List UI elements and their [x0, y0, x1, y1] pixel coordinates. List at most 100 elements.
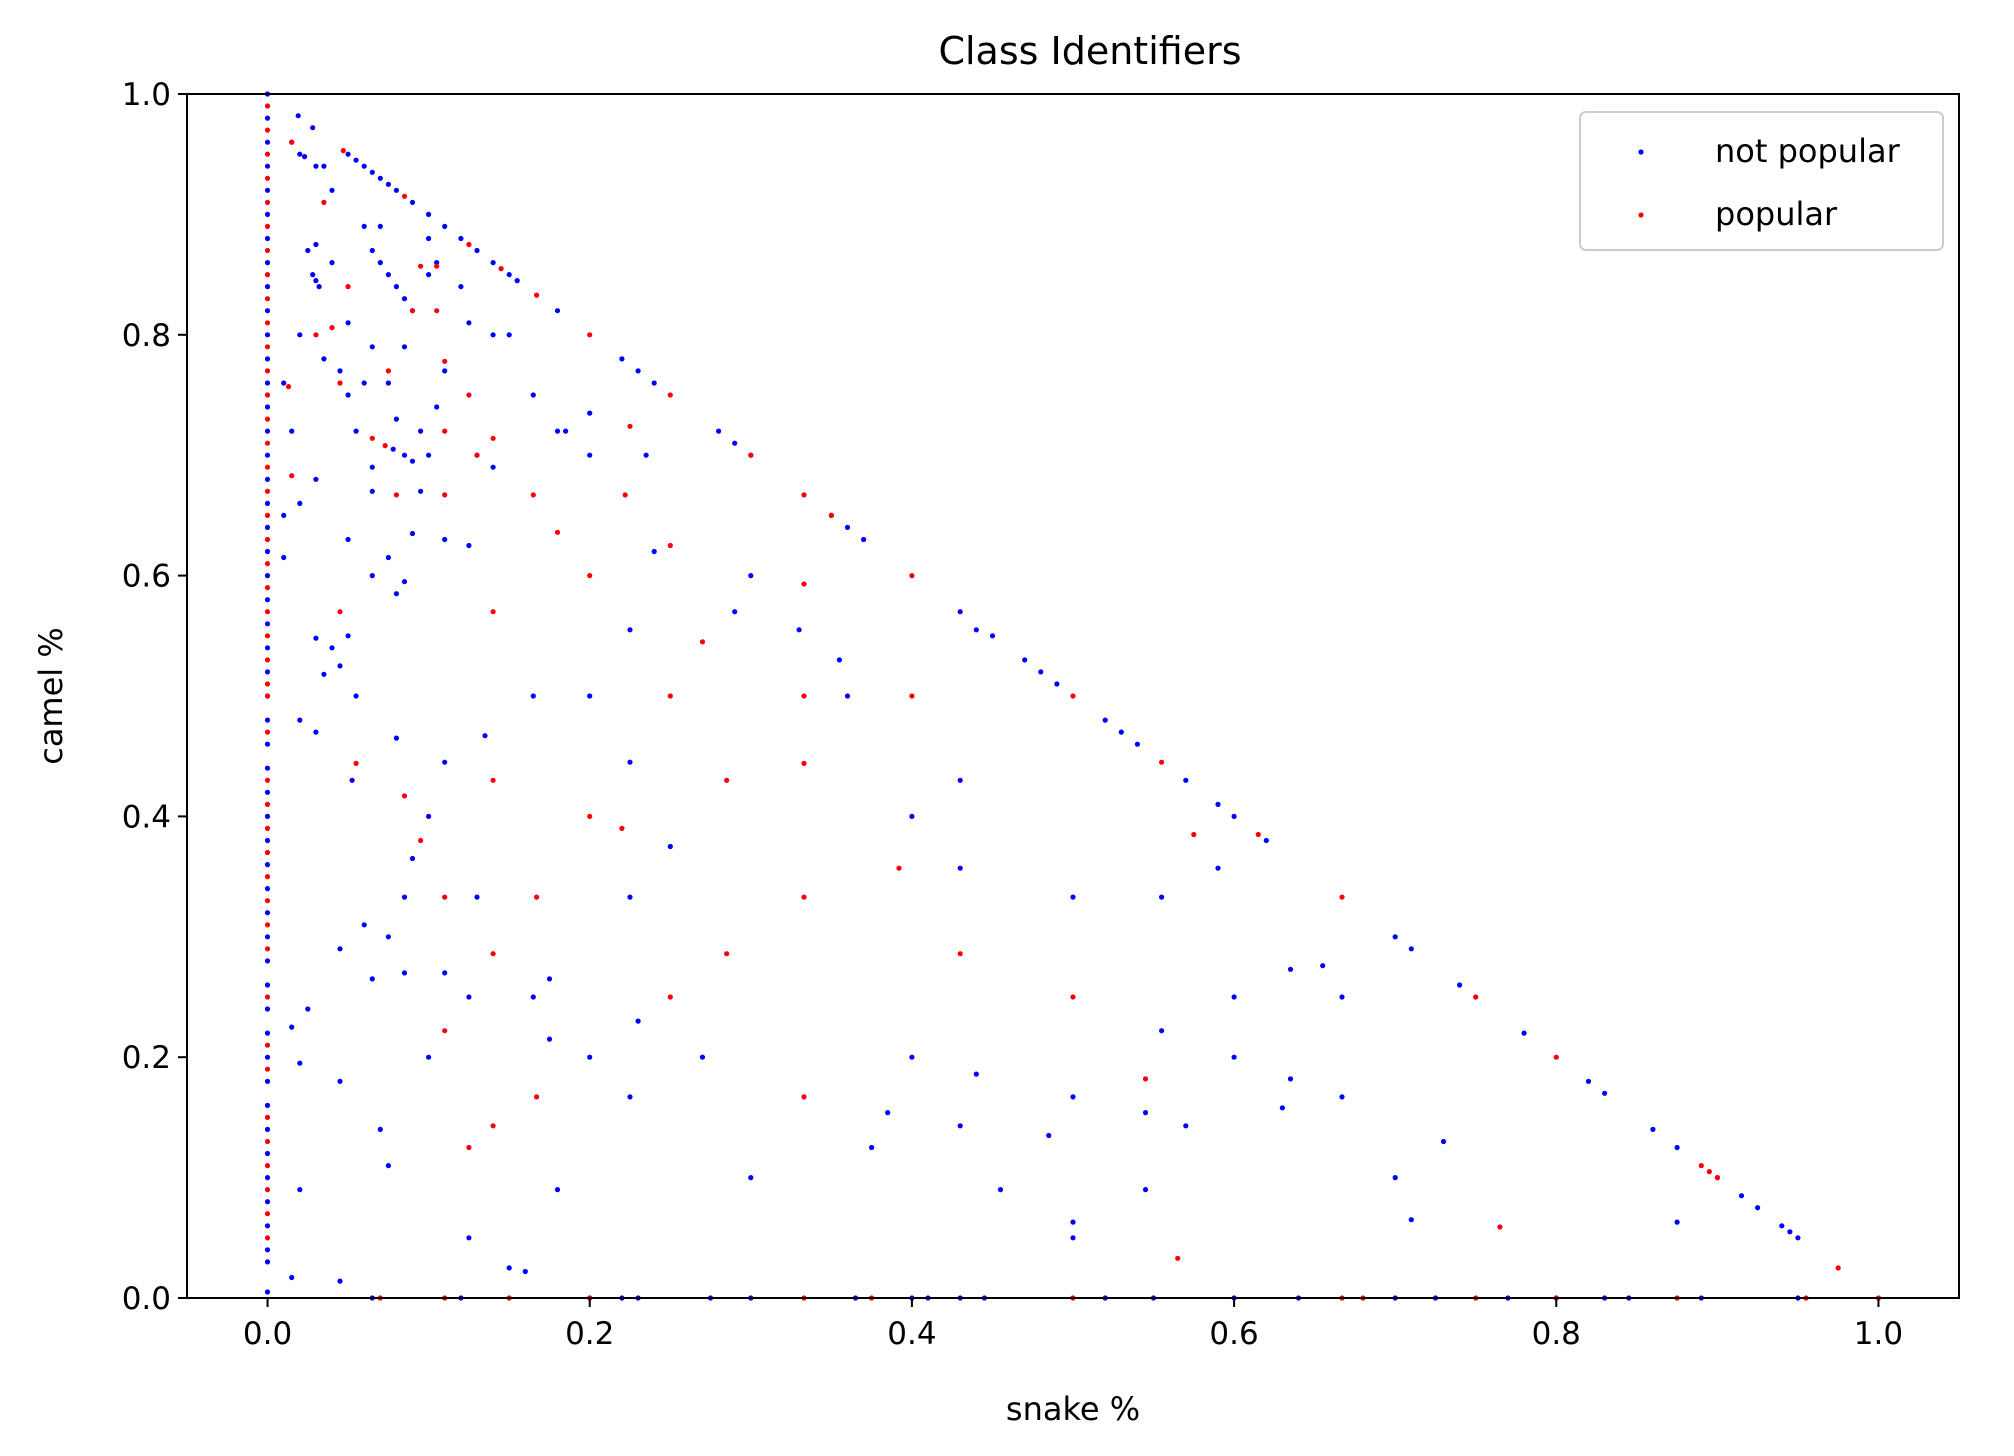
scatter-point — [498, 266, 504, 272]
scatter-point — [361, 922, 367, 928]
scatter-point — [401, 296, 408, 302]
scatter-point — [554, 308, 561, 314]
scatter-point — [369, 169, 375, 175]
scatter-point — [337, 1278, 343, 1284]
scatter-point — [534, 894, 540, 900]
scatter-point — [264, 693, 271, 699]
scatter-point — [909, 813, 915, 820]
scatter-point — [801, 693, 807, 699]
scatter-point — [1142, 1187, 1149, 1193]
scatter-point — [1755, 1205, 1761, 1211]
scatter-point — [1473, 994, 1479, 1000]
scatter-point — [530, 492, 536, 498]
scatter-point — [345, 633, 351, 639]
scatter-point — [844, 524, 851, 531]
scatter-point — [466, 1144, 472, 1151]
scatter-point — [401, 894, 408, 900]
scatter-point — [587, 332, 593, 338]
scatter-point — [264, 573, 271, 579]
legend-marker-popular — [1638, 212, 1644, 218]
scatter-point — [635, 1018, 641, 1024]
scatter-point — [534, 292, 540, 298]
scatter-point — [264, 801, 271, 808]
scatter-point — [264, 223, 271, 229]
scatter-point — [844, 693, 851, 699]
scatter-point — [264, 1175, 271, 1181]
scatter-point — [264, 404, 271, 410]
scatter-point — [748, 1175, 754, 1181]
scatter-point — [635, 368, 641, 374]
legend-label-popular: popular — [1715, 195, 1838, 233]
scatter-point — [1102, 717, 1108, 723]
scatter-point — [264, 151, 271, 157]
scatter-point — [1408, 946, 1414, 952]
scatter-point — [264, 247, 271, 254]
y-tick-label: 0.0 — [122, 1281, 171, 1317]
scatter-point — [264, 272, 271, 278]
scatter-point — [490, 951, 496, 957]
scatter-point — [563, 428, 569, 434]
scatter-point — [1046, 1132, 1052, 1139]
scatter-point — [554, 529, 561, 535]
scatter-point — [801, 1094, 807, 1100]
scatter-point — [264, 1078, 271, 1084]
scatter-point — [313, 729, 319, 735]
scatter-point — [302, 154, 308, 160]
scatter-point — [264, 380, 271, 386]
scatter-point — [732, 440, 738, 446]
scatter-point — [1674, 1219, 1680, 1225]
scatter-point — [295, 113, 301, 119]
scatter-point — [264, 898, 271, 904]
scatter-point — [297, 1060, 303, 1066]
scatter-point — [264, 994, 271, 1000]
scatter-point — [442, 894, 448, 900]
scatter-point — [699, 1054, 706, 1060]
scatter-point — [337, 380, 343, 386]
scatter-point — [313, 332, 319, 338]
x-tick-label: 0.6 — [1209, 1316, 1258, 1352]
scatter-point — [264, 609, 271, 615]
scatter-point — [264, 308, 271, 314]
scatter-point — [490, 435, 496, 441]
scatter-point — [836, 657, 843, 663]
scatter-point — [957, 865, 963, 871]
scatter-point — [1339, 994, 1345, 1000]
scatter-point — [382, 443, 388, 449]
legend-label-not-popular: not popular — [1715, 132, 1901, 170]
scatter-point — [321, 199, 327, 205]
scatter-point — [385, 272, 391, 278]
scatter-point — [393, 416, 399, 422]
scatter-point — [1070, 1235, 1076, 1241]
scatter-point — [289, 428, 295, 434]
scatter-point — [732, 609, 738, 615]
scatter-point — [474, 452, 480, 458]
scatter-point — [264, 777, 271, 783]
scatter-point — [909, 1054, 915, 1060]
scatter-point — [337, 1078, 343, 1084]
scatter-point — [345, 284, 351, 290]
scatter-point — [305, 1006, 311, 1012]
scatter-point — [466, 542, 472, 549]
y-tick-label: 0.6 — [122, 559, 171, 595]
scatter-point — [385, 368, 391, 374]
scatter-point — [361, 380, 367, 386]
scatter-point — [264, 1247, 271, 1253]
scatter-point — [490, 1123, 496, 1129]
scatter-point — [1698, 1163, 1704, 1169]
scatter-point — [1320, 963, 1326, 969]
scatter-point — [281, 380, 287, 386]
scatter-point — [1835, 1265, 1841, 1271]
scatter-point — [337, 946, 343, 952]
scatter-point — [264, 934, 271, 940]
scatter-point — [546, 1036, 553, 1042]
scatter-point — [506, 1265, 512, 1271]
scatter-point — [264, 1030, 271, 1036]
scatter-point — [554, 1187, 561, 1193]
scatter-point — [297, 500, 303, 506]
scatter-point — [1183, 1123, 1189, 1129]
scatter-point — [1175, 1255, 1181, 1261]
scatter-point — [530, 693, 536, 699]
scatter-point — [264, 320, 271, 326]
scatter-point — [474, 894, 480, 900]
